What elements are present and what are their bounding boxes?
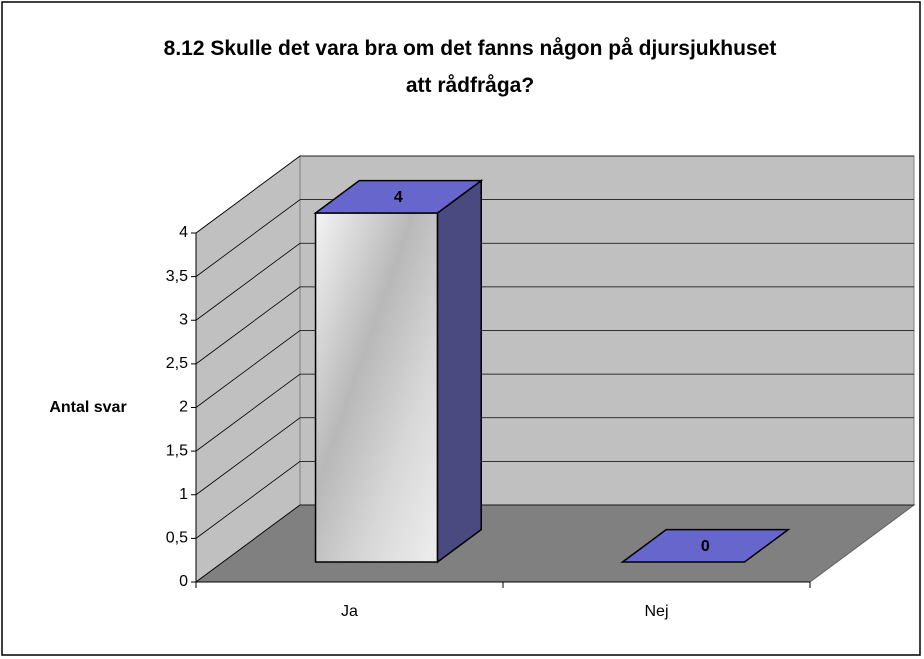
- grid-line: [195, 199, 914, 277]
- bar-side: [436, 179, 482, 564]
- grid-line: [195, 155, 914, 234]
- y-tick-label: 0: [179, 573, 188, 590]
- y-tick-label: 0,5: [166, 530, 188, 547]
- grid-line: [195, 330, 914, 408]
- y-tick-label: 2,5: [166, 355, 188, 372]
- bar-front: [314, 212, 439, 563]
- bar: [620, 528, 791, 563]
- floor: [194, 504, 916, 583]
- grid-line: [195, 417, 914, 496]
- x-tick-label: Ja: [341, 603, 358, 620]
- grid-line: [195, 286, 914, 365]
- x-tick-label: Nej: [644, 603, 668, 620]
- grid-line: [195, 242, 914, 321]
- y-tick-label: 3,5: [166, 268, 188, 285]
- grid-line: [195, 504, 914, 583]
- bar-top: [620, 528, 791, 563]
- y-tick-label: 3: [179, 311, 188, 328]
- grid-line: [195, 460, 914, 539]
- bar: [313, 179, 484, 564]
- chart-title: 8.12 Skulle det vara bra om det fanns nå…: [163, 37, 777, 97]
- bar-top: [313, 179, 484, 214]
- data-label: 4: [394, 189, 403, 206]
- y-tick-label: 1: [179, 486, 188, 503]
- y-tick-label: 4: [179, 224, 188, 241]
- y-axis-label: Antal svar: [49, 399, 126, 416]
- y-tick-label: 1,5: [166, 442, 188, 459]
- data-label: 0: [701, 538, 710, 555]
- grid-line: [195, 373, 914, 452]
- y-tick-label: 2: [179, 399, 188, 416]
